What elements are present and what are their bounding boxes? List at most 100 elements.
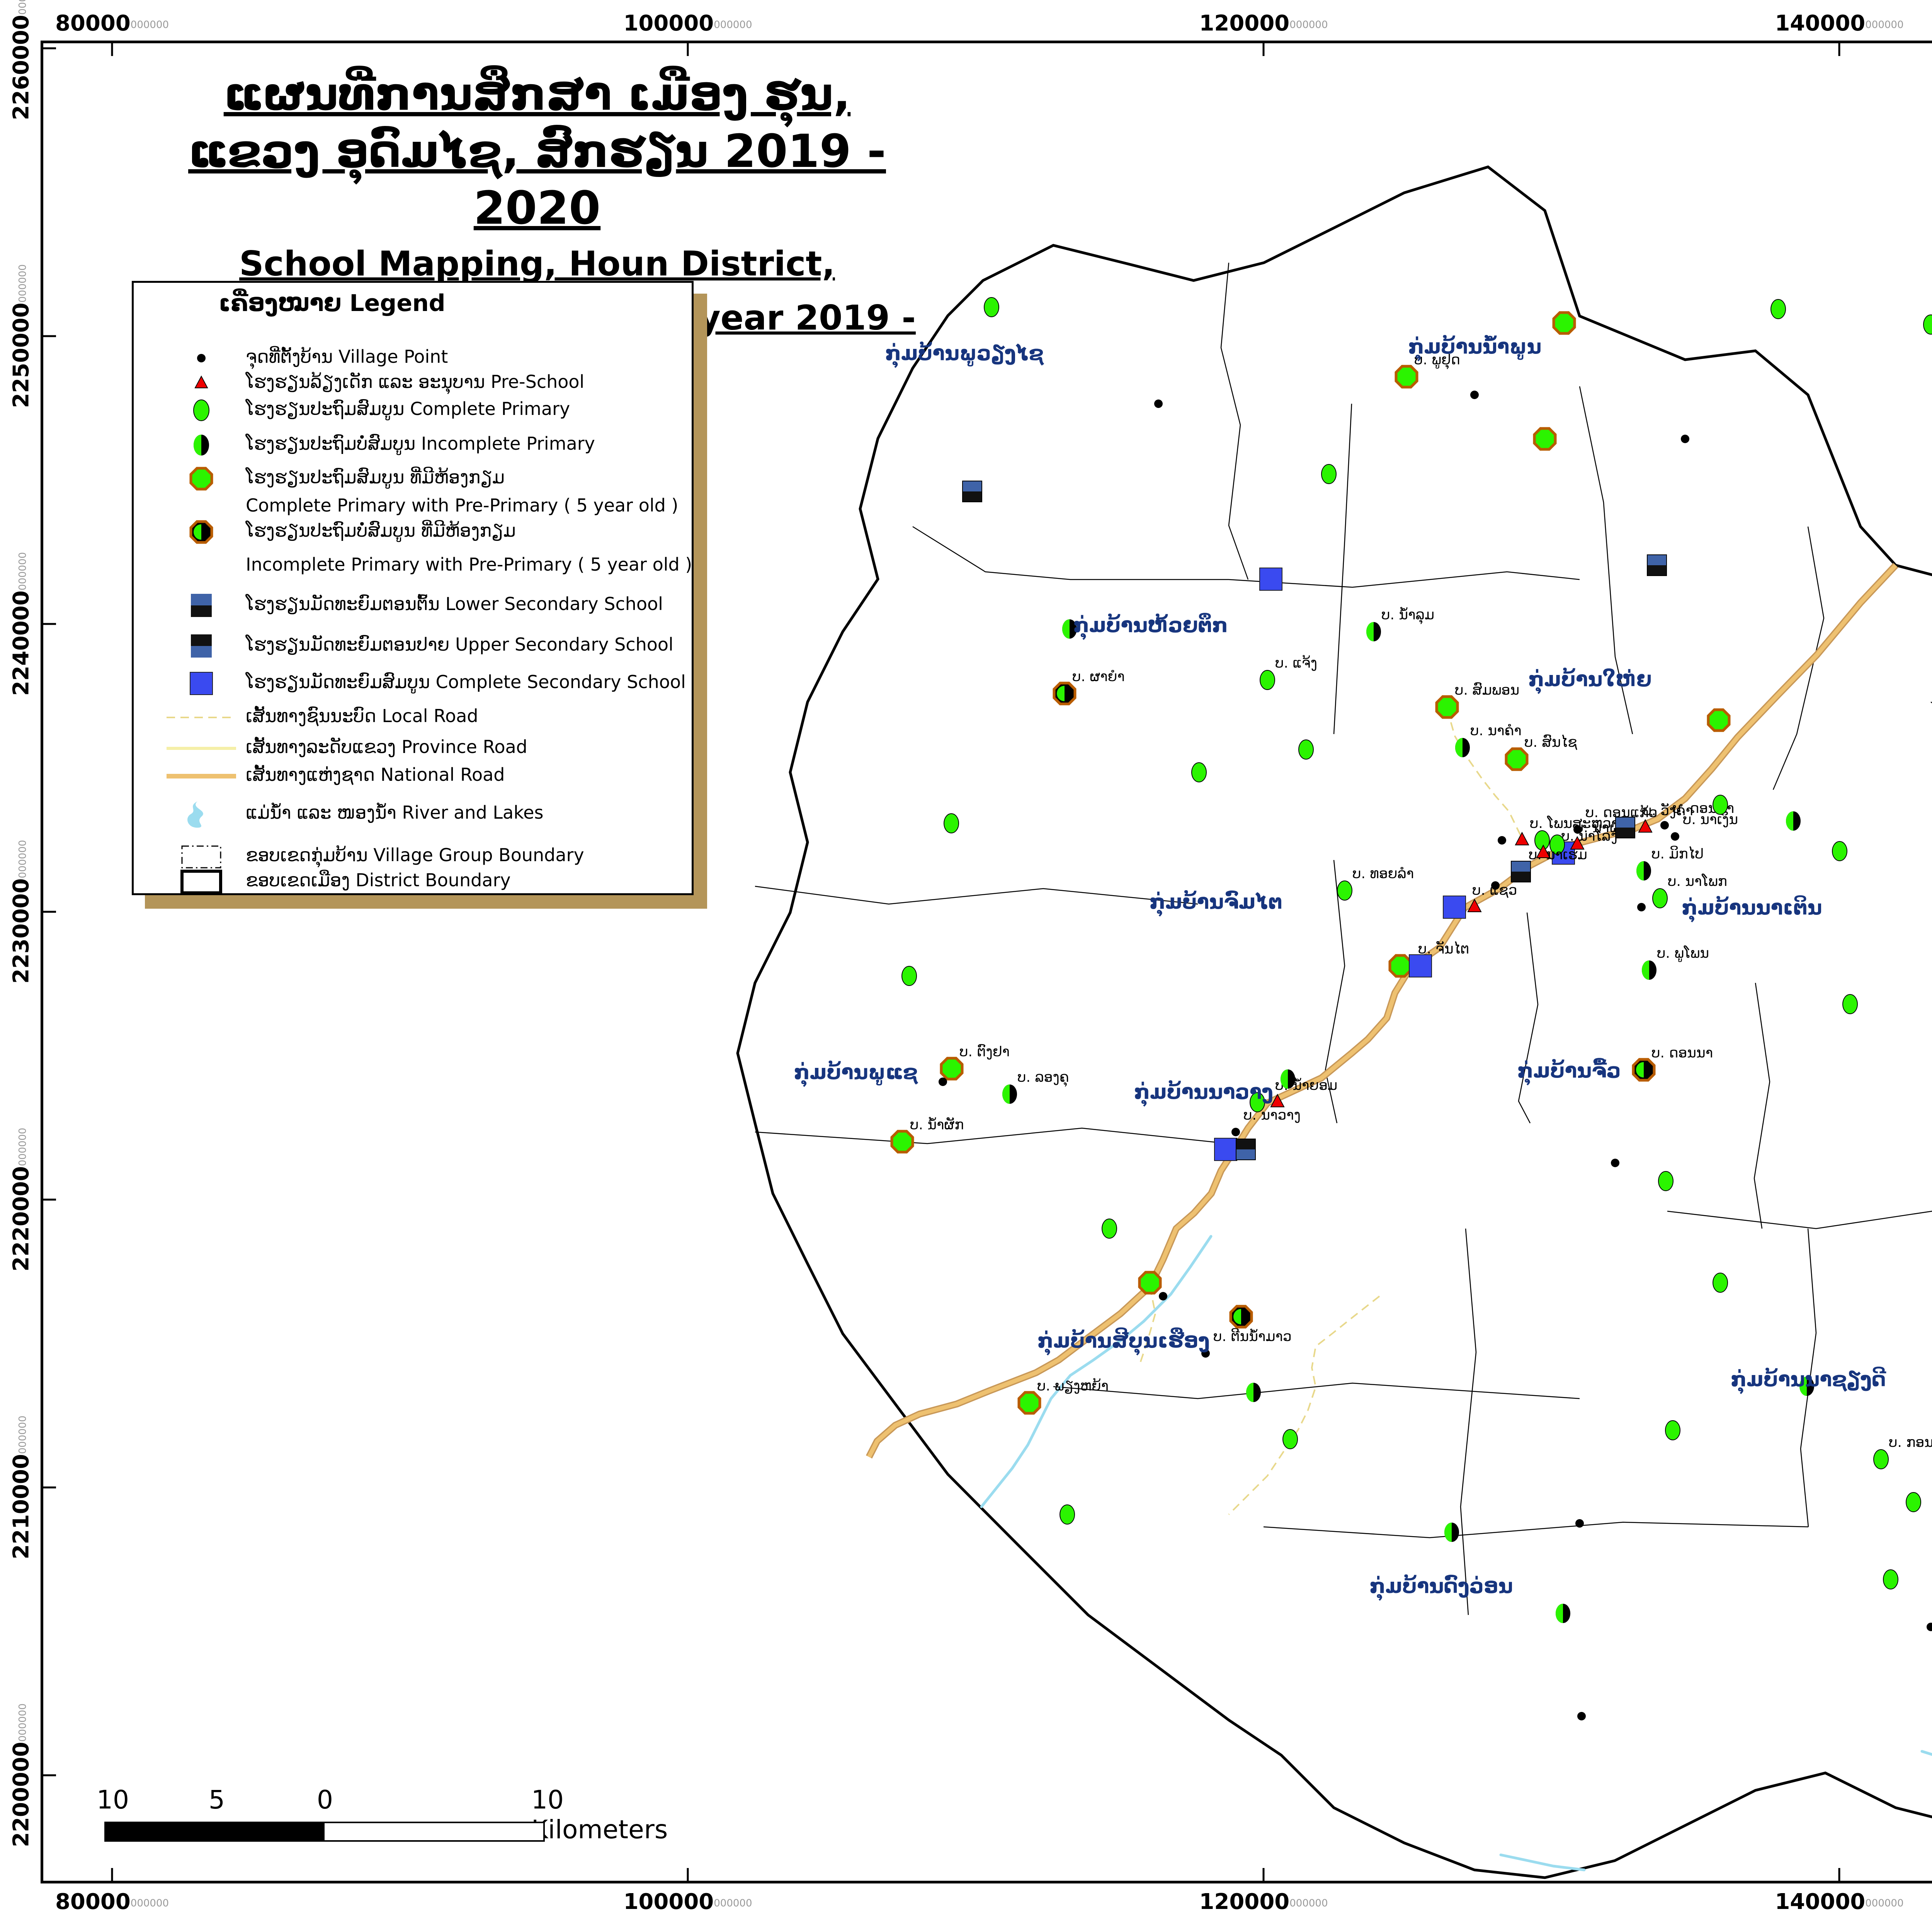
complete-primary-pre-icon <box>1395 365 1418 389</box>
village-group-boundary <box>1460 1228 1477 1615</box>
grid-label: 2240000000000 <box>9 552 34 696</box>
legend-symbol <box>161 731 242 766</box>
village-group-boundary <box>1753 982 1770 1229</box>
legend-symbol <box>161 461 242 496</box>
grid-label: 2200000000000 <box>9 1703 34 1848</box>
legend-item-label: Incomplete Primary with Pre-Primary ( 5 … <box>246 554 692 575</box>
legend-item-label: ໂຮງຮຽນມັດທະຍົມຕອນຕົ້ນ Lower Secondary Sc… <box>246 593 663 614</box>
complete-primary-icon <box>1713 1273 1728 1293</box>
legend-item-label: ຂອບເຂດເມືອງ District Boundary <box>246 870 511 891</box>
ipp-legend-icon <box>189 520 213 544</box>
village-point-icon <box>1154 399 1163 408</box>
village-label: ບ. ຕົງຢາ <box>959 1044 1010 1060</box>
legend-item-label: ໂຮງຮຽນປະຖົມບໍ່ສົມບູນ ທີ່ມີຫ້ອງກຽມ <box>246 520 516 541</box>
legend-item: ໂຮງຮຽນມັດທະຍົມຕອນປາຍ Upper Secondary Sch… <box>134 629 692 663</box>
legend-symbol <box>161 666 242 701</box>
complete-primary-pre-icon <box>1435 695 1459 719</box>
scale-label-10-left: 10 <box>97 1785 129 1815</box>
legend-item-label: ໂຮງຮຽນມັດທະຍົມສົມບູນ Complete Secondary … <box>246 671 686 692</box>
complete-primary-pre-icon <box>1017 1391 1041 1415</box>
legend-symbol <box>161 839 242 874</box>
complete-primary-icon <box>1250 1092 1265 1112</box>
legend-item: ເສັ້ນທາງແຫ່ງຊາດ National Road <box>134 759 692 794</box>
village-label: ບ. ນາຄຳ <box>1470 723 1522 739</box>
lower-secondary-icon <box>1647 555 1667 565</box>
complete-primary-icon <box>1549 835 1565 855</box>
complete-primary-icon <box>1191 762 1207 782</box>
scale-label-5: 5 <box>209 1785 225 1815</box>
grid-label: 140000000000 <box>1775 11 1904 36</box>
pre-school-icon <box>1515 831 1529 845</box>
complete-primary-icon <box>1652 888 1668 908</box>
village-label: ບ. ແຊວ <box>1472 882 1517 898</box>
legend-item: ເສັ້ນທາງລະດັບແຂວງ Province Road <box>134 731 692 766</box>
village-point-icon <box>1660 821 1669 829</box>
legend-item-label: ໂຮງຮຽນປະຖົມສົມບູນ Complete Primary <box>246 398 570 419</box>
complete-primary-pre-icon <box>1552 311 1576 335</box>
grid-label: 80000000000 <box>55 11 169 36</box>
us-legend-icon <box>191 634 212 658</box>
grid-label: 2210000000000 <box>9 1415 34 1560</box>
grid-label: 2220000000000 <box>9 1127 34 1272</box>
legend-item-label: Complete Primary with Pre-Primary ( 5 ye… <box>246 495 679 516</box>
village-point-icon <box>1470 391 1479 399</box>
legend-item-label: ໂຮງຮຽນມັດທະຍົມຕອນປາຍ Upper Secondary Sch… <box>246 634 673 655</box>
complete-primary-icon <box>1298 739 1314 760</box>
legend-item-label: ເສັ້ນທາງແຫ່ງຊາດ National Road <box>246 764 505 785</box>
complete-primary-icon <box>1665 1420 1680 1440</box>
legend-item: ໂຮງຮຽນລ້ຽງເດັກ ແລະ ອະນຸບານ Pre-School <box>134 366 692 401</box>
village-point-icon <box>1201 1349 1210 1358</box>
village-label: ບ. ພຽງຫຍ້າ <box>1037 1378 1109 1394</box>
village-point-icon <box>1498 836 1506 845</box>
road_local-legend-icon <box>167 717 236 718</box>
legend-symbol <box>161 700 242 735</box>
village-group-label: ກຸ່ມບ້ານນາວາງ <box>1134 1081 1273 1107</box>
pre-school-icon <box>1570 836 1585 850</box>
village-point-icon <box>1637 903 1646 911</box>
village-group-label: ກຸ່ມບ້ານສີບຸນເຮືອງ <box>1037 1328 1210 1356</box>
cs-legend-icon <box>190 672 213 695</box>
local-road <box>1446 709 1523 839</box>
village-label: ບ. ນາເງິນ <box>1683 811 1738 828</box>
village-label: ບ. ສົນໄຊ <box>1524 734 1577 750</box>
legend-item-label: ຂອບເຂດກຸ່ມບ້ານ Village Group Boundary <box>246 845 584 865</box>
pre-school-icon <box>1638 819 1653 833</box>
lower-secondary-icon <box>963 481 982 491</box>
legend-symbol <box>161 393 242 428</box>
legend-symbol <box>161 341 242 376</box>
legend-item: Complete Primary with Pre-Primary ( 5 ye… <box>134 490 692 524</box>
upper-secondary-icon <box>1236 1139 1255 1149</box>
legend-symbol <box>161 759 242 794</box>
river <box>1499 1853 1586 1871</box>
legend-item-label: ໂຮງຮຽນປະຖົມສົມບູນ ທີ່ມີຫ້ອງກຽມ <box>246 467 505 488</box>
legend-item: ຈຸດທີ່ຕັ້ງບ້ານ Village Point <box>134 341 692 376</box>
village-group-boundary <box>1228 571 1580 588</box>
scale-bar-black-half <box>106 1823 325 1840</box>
grid-label: 120000000000 <box>1199 1889 1328 1914</box>
complete-primary-icon <box>1337 880 1352 901</box>
village-group-label: ກຸ່ມບ້ານພູແຊ <box>794 1061 918 1087</box>
complete-primary-pre-icon <box>890 1130 914 1154</box>
village-group-boundary <box>1667 1210 1932 1229</box>
village-label: ບ. ນາວາງ <box>1243 1107 1301 1123</box>
village-label: ບ. ພູໂພນ <box>1657 945 1709 962</box>
scale-bar-graphic <box>104 1822 545 1842</box>
village-label: ບ. ຕີນນ້ຳມາວ <box>1213 1328 1292 1344</box>
village-group-label: ກຸ່ມບ້ານນາເຕິນ <box>1682 896 1822 923</box>
village-point-icon <box>1573 825 1582 834</box>
legend-item: ໂຮງຮຽນມັດທະຍົມສົມບູນ Complete Secondary … <box>134 666 692 701</box>
legend-item-label: ເສັ້ນທາງລະດັບແຂວງ Province Road <box>246 736 527 757</box>
road_prov-legend-icon <box>167 747 236 750</box>
legend-item: ແມ່ນ້ຳ ແລະ ໜອງນ້ຳ River and Lakes <box>134 797 692 831</box>
complete-primary-pre-icon <box>940 1057 964 1081</box>
complete-primary-icon <box>1883 1569 1898 1589</box>
grid-label: 2260000000000 <box>9 0 34 121</box>
grid-label: 100000000000 <box>623 1889 752 1914</box>
village-point-icon <box>1927 1623 1932 1631</box>
river <box>980 1235 1213 1508</box>
grid-label: 140000000000 <box>1775 1889 1904 1914</box>
triangle-legend-icon <box>194 375 208 388</box>
legend-box: ເຄື່ອງໝາຍ Legend ຈຸດທີ່ຕັ້ງບ້ານ Village … <box>132 281 694 895</box>
